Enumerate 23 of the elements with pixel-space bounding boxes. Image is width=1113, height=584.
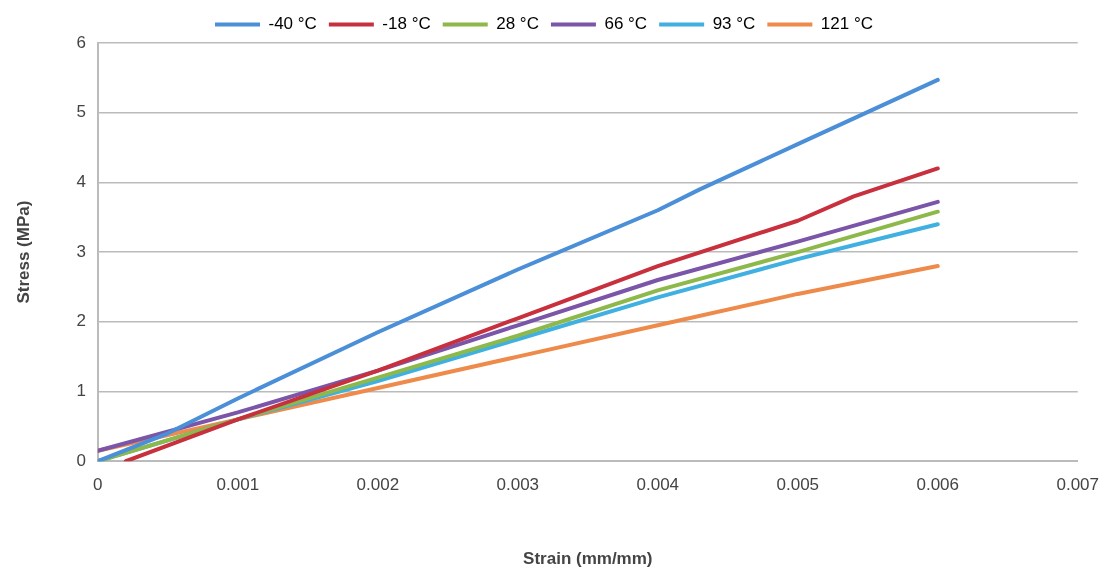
- y-tick-label: 2: [76, 311, 86, 331]
- x-tick-label: 0.006: [916, 475, 960, 495]
- y-tick-label: 3: [76, 241, 86, 261]
- legend-label: 121 °C: [820, 14, 874, 34]
- y-tick-label: 0: [76, 450, 86, 470]
- x-tick-label: 0.005: [776, 475, 820, 495]
- x-tick-label: 0.004: [636, 475, 680, 495]
- x-tick-label: 0.001: [216, 475, 260, 495]
- x-axis-title: Strain (mm/mm): [523, 549, 653, 569]
- legend-label: 28 °C: [496, 14, 539, 34]
- legend-label: 66 °C: [604, 14, 648, 34]
- y-tick-label: 5: [76, 102, 86, 122]
- y-tick-label: 1: [76, 381, 86, 401]
- x-tick-label: 0.003: [496, 475, 540, 495]
- x-tick-label: 0.002: [356, 475, 400, 495]
- x-tick-label: 0.007: [1056, 475, 1099, 495]
- legend-label: -18 °C: [382, 14, 431, 34]
- legend-label: -40 °C: [268, 14, 317, 34]
- y-tick-label: 4: [76, 172, 86, 192]
- legend-label: 93 °C: [712, 14, 756, 34]
- y-axis-title: Stress (MPa): [13, 200, 33, 304]
- y-tick-label: 6: [76, 32, 86, 52]
- x-tick-label: 0: [93, 475, 103, 495]
